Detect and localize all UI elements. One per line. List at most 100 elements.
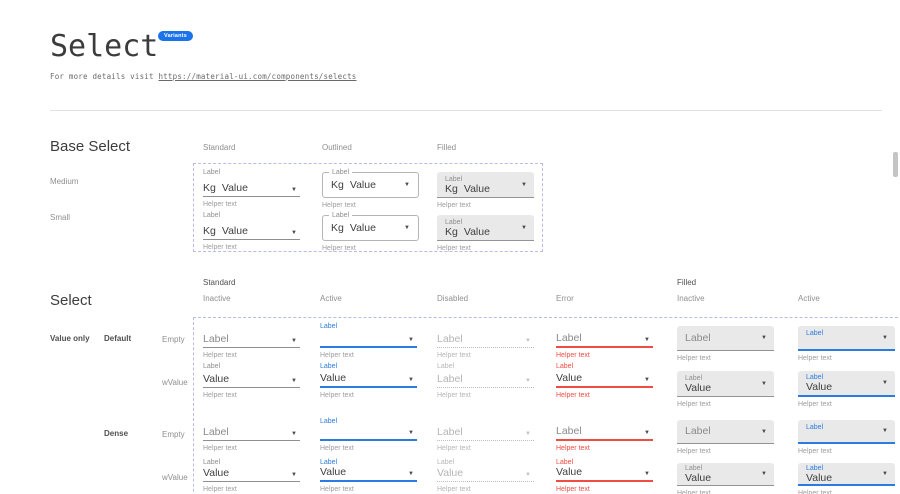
- select-outlined-medium[interactable]: Label Kg Value ▼ Helper text: [322, 169, 419, 210]
- dropdown-arrow-icon: ▼: [521, 181, 527, 188]
- dropdown-arrow-icon: ▼: [882, 428, 888, 434]
- helper-text: Helper text: [798, 355, 832, 362]
- select-control[interactable]: Value ▼: [556, 372, 653, 388]
- select-standard-error-empty[interactable]: Label ▼ Helper text: [556, 322, 653, 360]
- select-standard-dense-error-wvalue[interactable]: Label Value ▼ Helper text: [556, 458, 653, 494]
- select-filled-inactive-empty[interactable]: Label ▼ Helper text: [677, 326, 774, 363]
- select-value: Value: [437, 467, 464, 479]
- select-value: Value: [806, 471, 833, 484]
- select-filled-dense-inactive-wvalue[interactable]: Label Value ▼ Helper text: [677, 463, 774, 494]
- select-control[interactable]: Label ▼: [677, 420, 774, 444]
- select-control[interactable]: Kg Value ▼: [203, 221, 300, 240]
- helper-text: Helper text: [437, 486, 471, 493]
- select-control[interactable]: Label Kg Value ▼: [437, 215, 534, 241]
- select-outlined-small[interactable]: Label Kg Value ▼ Helper text: [322, 212, 419, 253]
- select-standard-error-wvalue[interactable]: Label Value ▼ Helper text: [556, 362, 653, 400]
- select-standard-disabled-empty: Label ▼ Helper text: [437, 322, 534, 360]
- select-standard-dense-active-empty[interactable]: Label ▼ Helper text: [320, 417, 417, 453]
- select-filled-active-empty[interactable]: Label ▼ Helper text: [798, 326, 895, 363]
- floating-label: Label: [203, 363, 221, 370]
- header-divider: [50, 110, 882, 111]
- select-standard-inactive-empty[interactable]: Label ▼ Helper text: [203, 322, 300, 360]
- select-standard-active-empty[interactable]: Label ▼ Helper text: [320, 322, 417, 360]
- select-filled-active-wvalue[interactable]: Label Value ▼ Helper text: [798, 371, 895, 409]
- select-control[interactable]: Label Kg Value ▼: [437, 172, 534, 198]
- select-control[interactable]: Label Kg Value ▼: [322, 212, 419, 241]
- select-value: Value: [349, 178, 376, 191]
- select-standard-dense-active-wvalue[interactable]: Label Value ▼ Helper text: [320, 458, 417, 494]
- floating-label: [203, 322, 300, 332]
- helper-text: Helper text: [677, 355, 711, 362]
- group-header-standard: Standard: [203, 278, 236, 287]
- dropdown-arrow-icon: ▼: [644, 337, 650, 343]
- select-control[interactable]: Label Value ▼: [677, 371, 774, 397]
- select-control[interactable]: Label ▼: [798, 420, 895, 444]
- select-control[interactable]: Label Kg Value ▼: [322, 169, 419, 198]
- subtitle: For more details visit https://material-…: [50, 72, 357, 81]
- select-value: Label: [556, 425, 582, 437]
- dropdown-arrow-icon: ▼: [291, 338, 297, 344]
- select-states-outline: [193, 317, 900, 494]
- helper-text: Helper text: [556, 392, 590, 399]
- helper-text: Helper text: [437, 392, 471, 399]
- select-filled-dense-active-wvalue[interactable]: Label Value ▼ Helper text: [798, 463, 895, 494]
- floating-label: Label: [685, 465, 703, 472]
- scrollbar-thumb[interactable]: [893, 152, 898, 177]
- select-filled-medium[interactable]: Label Kg Value ▼ Helper text: [437, 172, 534, 210]
- select-control[interactable]: Label ▼: [203, 332, 300, 348]
- select-value: Label: [437, 373, 463, 385]
- select-control[interactable]: Value ▼: [203, 468, 300, 482]
- kg-adornment: Kg: [445, 225, 458, 238]
- select-control[interactable]: ▼: [320, 427, 417, 441]
- row-label-value-only: Value only: [50, 334, 90, 343]
- select-control[interactable]: Label Value ▼: [798, 463, 895, 486]
- select-control[interactable]: Kg Value ▼: [203, 178, 300, 197]
- select-control[interactable]: Label Value ▼: [798, 371, 895, 397]
- select-standard-dense-disabled-empty: Label ▼ Helper text: [437, 417, 534, 453]
- select-standard-active-wvalue[interactable]: Label Value ▼ Helper text: [320, 362, 417, 400]
- select-filled-dense-active-empty[interactable]: Label ▼ Helper text: [798, 420, 895, 456]
- helper-text: Helper text: [203, 392, 237, 399]
- helper-text: Helper text: [320, 486, 354, 493]
- select-control[interactable]: Value ▼: [320, 467, 417, 482]
- select-control[interactable]: Label ▼: [556, 425, 653, 441]
- select-control[interactable]: Value ▼: [203, 372, 300, 388]
- select-standard-inactive-wvalue[interactable]: Label Value ▼ Helper text: [203, 362, 300, 400]
- select-filled-inactive-wvalue[interactable]: Label Value ▼ Helper text: [677, 371, 774, 409]
- select-filled-dense-inactive-empty[interactable]: Label ▼ Helper text: [677, 420, 774, 456]
- base-select-title: Base Select: [50, 138, 131, 155]
- select-control[interactable]: ▼: [320, 332, 417, 348]
- helper-text: Helper text: [677, 448, 711, 455]
- select-control[interactable]: Value ▼: [320, 372, 417, 388]
- select-value: Value: [806, 381, 833, 393]
- select-control[interactable]: Label ▼: [798, 326, 895, 351]
- select-control[interactable]: Label ▼: [203, 427, 300, 441]
- floating-label: Label: [806, 330, 824, 337]
- select-standard-medium[interactable]: Label Kg Value ▼ Helper text: [203, 168, 300, 209]
- select-value: Value: [685, 381, 712, 394]
- floating-label: Label: [445, 218, 463, 226]
- select-control[interactable]: Label ▼: [556, 332, 653, 348]
- dropdown-arrow-icon: ▼: [521, 224, 527, 231]
- dropdown-arrow-icon: ▼: [525, 338, 531, 344]
- select-control[interactable]: Label ▼: [677, 326, 774, 351]
- select-value: Label: [685, 331, 711, 344]
- select-filled-small[interactable]: Label Kg Value ▼ Helper text: [437, 215, 534, 253]
- docs-link[interactable]: https://material-ui.com/components/selec…: [158, 72, 357, 81]
- helper-text: Helper text: [677, 401, 711, 408]
- select-control[interactable]: Value ▼: [556, 467, 653, 482]
- row-label-medium: Medium: [50, 177, 79, 186]
- select-standard-dense-inactive-empty[interactable]: Label ▼ Helper text: [203, 417, 300, 453]
- select-standard-small[interactable]: Label Kg Value ▼ Helper text: [203, 211, 300, 252]
- dropdown-arrow-icon: ▼: [644, 377, 650, 383]
- select-value: Value: [556, 372, 583, 384]
- select-standard-dense-inactive-wvalue[interactable]: Label Value ▼ Helper text: [203, 458, 300, 494]
- select-control[interactable]: Label Value ▼: [677, 463, 774, 486]
- dropdown-arrow-icon: ▼: [882, 380, 888, 386]
- select-value: Value: [221, 182, 248, 194]
- dropdown-arrow-icon: ▼: [291, 230, 297, 236]
- helper-text: Helper text: [677, 490, 711, 494]
- helper-text: Helper text: [798, 401, 832, 408]
- select-standard-dense-error-empty[interactable]: Label ▼ Helper text: [556, 417, 653, 453]
- dropdown-arrow-icon: ▼: [291, 431, 297, 437]
